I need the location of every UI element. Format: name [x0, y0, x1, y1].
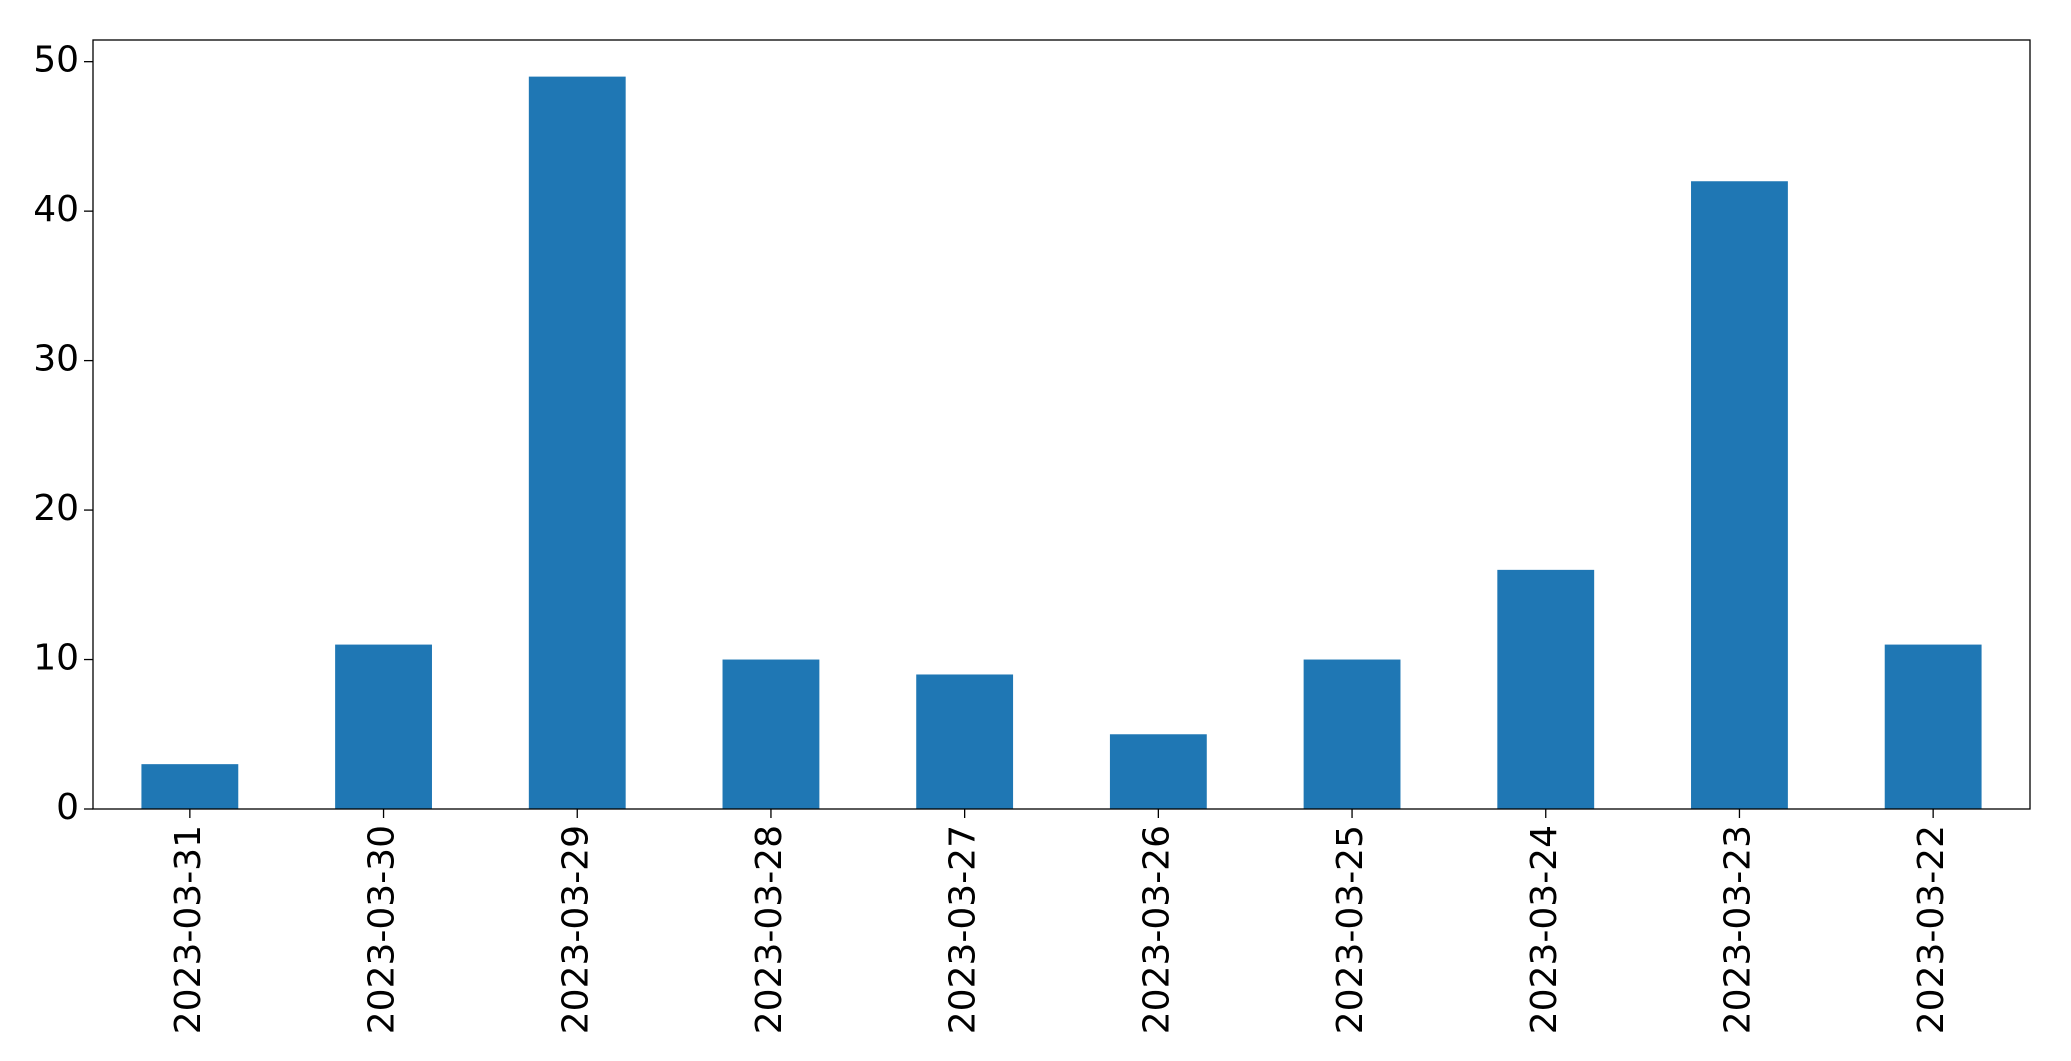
y-tick-label: 20 — [33, 488, 79, 529]
bar — [1109, 734, 1207, 809]
x-tick-label: 2023-03-24 — [1524, 825, 1565, 1034]
x-tick-label: 2023-03-26 — [1136, 825, 1177, 1034]
bar — [528, 76, 626, 810]
y-tick-label: 40 — [33, 189, 79, 230]
bar — [335, 644, 432, 809]
y-tick-label: 30 — [33, 339, 79, 380]
x-tick-label: 2023-03-25 — [1330, 825, 1371, 1034]
bar — [1497, 569, 1595, 809]
x-tick-label: 2023-03-30 — [362, 825, 403, 1034]
x-tick-label: 2023-03-22 — [1911, 825, 1952, 1034]
x-tick-label: 2023-03-31 — [168, 825, 209, 1034]
x-tick-label: 2023-03-27 — [943, 825, 984, 1034]
plot-frame — [92, 39, 2031, 810]
y-tick-label: 10 — [33, 638, 79, 679]
x-tick-label: 2023-03-29 — [555, 825, 596, 1034]
bar — [722, 659, 820, 809]
bar — [141, 764, 239, 809]
y-tick-label: 0 — [56, 787, 79, 828]
x-tick-label: 2023-03-28 — [749, 825, 790, 1034]
bar — [1691, 181, 1788, 810]
x-tick-label: 2023-03-23 — [1717, 825, 1758, 1034]
bar — [1884, 644, 1982, 809]
bar — [1303, 659, 1401, 809]
bar — [916, 674, 1014, 809]
y-tick-label: 50 — [33, 40, 79, 81]
